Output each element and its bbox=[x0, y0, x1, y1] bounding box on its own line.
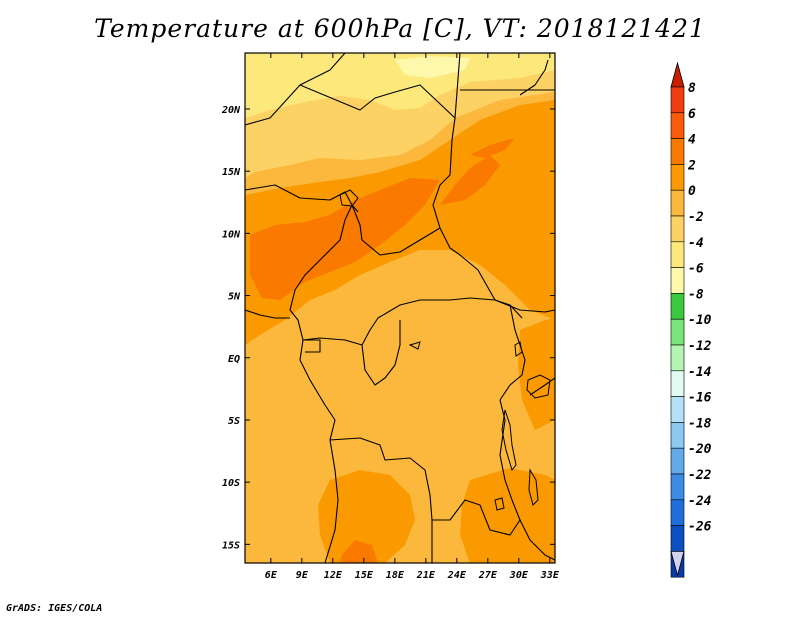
lat-tick-label: 10S bbox=[222, 478, 240, 489]
lon-tick-label: 27E bbox=[478, 570, 498, 581]
lon-tick-label: 15E bbox=[355, 570, 374, 581]
lat-tick-label: 5S bbox=[228, 416, 240, 427]
lake-albert bbox=[514, 341, 523, 357]
colorbar-label: -2 bbox=[688, 210, 704, 225]
colorbar-label: 8 bbox=[688, 81, 696, 96]
border-niger-nigeria bbox=[351, 204, 363, 241]
colorbar-label: -16 bbox=[688, 391, 712, 406]
credit-text: GrADS: IGES/COLA bbox=[6, 603, 103, 614]
colorbar-segment bbox=[670, 318, 685, 346]
colorbar-segment bbox=[670, 473, 685, 501]
lakes bbox=[339, 189, 551, 511]
colorbar-label: -26 bbox=[688, 520, 712, 535]
lon-tick-label: 21E bbox=[416, 570, 436, 581]
axis-ticks bbox=[245, 53, 555, 563]
lake-malawi bbox=[528, 468, 539, 506]
colorbar-label: 6 bbox=[688, 107, 696, 122]
lat-tick-label: 15S bbox=[222, 540, 240, 551]
field-hot-streak bbox=[470, 138, 515, 158]
colorbar-segment bbox=[670, 293, 685, 320]
lon-tick-label: 6E bbox=[265, 570, 278, 581]
lat-tick-label: 10N bbox=[222, 229, 241, 240]
colorbar-segment bbox=[670, 164, 685, 191]
colorbar-segment bbox=[670, 499, 685, 526]
field-warm-southeast bbox=[460, 468, 555, 563]
colorbar-label: -20 bbox=[688, 442, 712, 457]
country-borders bbox=[245, 53, 555, 563]
colorbar-label: -10 bbox=[688, 313, 712, 328]
lake-volta-bight bbox=[408, 341, 421, 350]
latitude-labels: 20N 15N 10N 5N EQ 5S 10S 15S bbox=[221, 105, 241, 551]
colorbar-segment bbox=[670, 422, 685, 449]
lon-tick-label: 12E bbox=[324, 570, 343, 581]
colorbar-label: 2 bbox=[687, 158, 696, 173]
colorbar-bottom-arrow bbox=[670, 551, 685, 577]
lat-tick-label: 20N bbox=[221, 105, 241, 116]
colorbar-label: -8 bbox=[688, 287, 704, 302]
colorbar-segment bbox=[670, 241, 685, 268]
field-hot-east bbox=[440, 155, 500, 205]
colorbar-label: -22 bbox=[688, 468, 712, 483]
border-east-africa bbox=[499, 304, 526, 401]
colorbar-segment bbox=[670, 189, 685, 217]
border-congo-drc bbox=[361, 320, 401, 386]
field-hot-south bbox=[340, 540, 378, 563]
border-south-sudan bbox=[494, 299, 555, 313]
colorbar-label: -6 bbox=[688, 262, 704, 277]
lon-tick-label: 18E bbox=[386, 570, 405, 581]
field-pale-patch bbox=[395, 56, 470, 78]
border-red-sea bbox=[519, 59, 549, 96]
colorbar-label: 4 bbox=[688, 133, 696, 148]
field-coolest-north bbox=[245, 53, 555, 118]
lake-victoria bbox=[526, 374, 551, 399]
colorbar-label: -4 bbox=[688, 236, 704, 251]
border-drc-south bbox=[329, 399, 521, 536]
border-mozambique bbox=[519, 519, 555, 561]
colorbar-segment bbox=[670, 215, 685, 243]
lon-tick-label: 9E bbox=[296, 570, 309, 581]
border-kenya-tanzania bbox=[529, 377, 555, 396]
border-eq-guinea bbox=[303, 339, 321, 353]
colorbar-segment bbox=[670, 112, 685, 139]
field-warm-south bbox=[318, 470, 415, 563]
colorbar-segment bbox=[670, 525, 685, 552]
colorbar-segment bbox=[670, 267, 685, 294]
border-angola-west bbox=[324, 439, 339, 563]
colorbar-segment bbox=[670, 138, 685, 165]
lake-tanganyika bbox=[501, 409, 517, 472]
colorbar-segment bbox=[670, 86, 685, 114]
lake-chad bbox=[339, 189, 359, 207]
colorbar-top-arrow bbox=[670, 61, 685, 88]
field-warm-central bbox=[350, 268, 520, 440]
colorbar-label: -18 bbox=[688, 416, 712, 431]
lat-tick-label: 15N bbox=[222, 167, 241, 178]
colorbar-segment bbox=[670, 396, 685, 423]
temperature-field bbox=[245, 53, 555, 563]
lake-mweru bbox=[494, 497, 505, 511]
border-gabon-congo bbox=[299, 339, 336, 441]
field-warm-east bbox=[518, 318, 555, 430]
lon-tick-label: 24E bbox=[447, 570, 467, 581]
colorbar-label: 0 bbox=[688, 184, 696, 199]
colorbar-label: -12 bbox=[688, 339, 712, 354]
colorbar-label: -24 bbox=[688, 494, 712, 509]
border-chad-car bbox=[361, 227, 441, 256]
colorbar-segment bbox=[670, 344, 685, 372]
lon-tick-label: 30E bbox=[509, 570, 529, 581]
lat-tick-label: EQ bbox=[228, 354, 240, 365]
map-title: Temperature at 600hPa [C], VT: 201812142… bbox=[94, 14, 706, 43]
colorbar-segment bbox=[670, 370, 685, 397]
colorbar: 8 6 4 2 0 -2 -4 -6 -8 -10 -12 -14 -16 -18 -20 -22 -24 -26 bbox=[670, 61, 712, 578]
longitude-labels: 6E 9E 12E 15E 18E 21E 24E 27E 30E 33E bbox=[265, 570, 560, 581]
lon-tick-label: 33E bbox=[540, 570, 560, 581]
field-hot-core bbox=[250, 178, 440, 300]
colorbar-label: -14 bbox=[688, 365, 712, 380]
colorbar-segment bbox=[670, 447, 685, 475]
border-coast-west bbox=[245, 309, 290, 319]
lat-tick-label: 5N bbox=[228, 292, 241, 303]
map-frame bbox=[244, 52, 556, 564]
border-cameroon bbox=[289, 204, 496, 346]
